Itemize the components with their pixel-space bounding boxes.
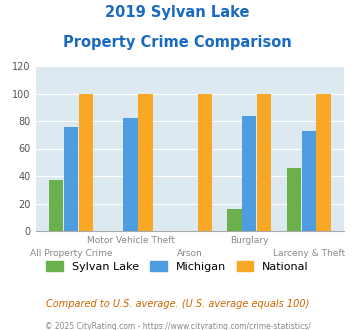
Bar bbox=[138, 93, 153, 231]
Text: 2019 Sylvan Lake: 2019 Sylvan Lake bbox=[105, 5, 250, 20]
Bar bbox=[287, 168, 301, 231]
Text: Property Crime Comparison: Property Crime Comparison bbox=[63, 35, 292, 50]
Bar bbox=[198, 93, 212, 231]
Bar bbox=[124, 118, 138, 231]
Bar bbox=[64, 126, 78, 231]
Text: Compared to U.S. average. (U.S. average equals 100): Compared to U.S. average. (U.S. average … bbox=[46, 299, 309, 309]
Bar bbox=[316, 93, 331, 231]
Text: Burglary: Burglary bbox=[230, 236, 269, 245]
Text: Motor Vehicle Theft: Motor Vehicle Theft bbox=[87, 236, 175, 245]
Bar bbox=[227, 209, 242, 231]
Legend: Sylvan Lake, Michigan, National: Sylvan Lake, Michigan, National bbox=[42, 257, 313, 277]
Bar bbox=[242, 115, 256, 231]
Text: All Property Crime: All Property Crime bbox=[30, 249, 113, 258]
Bar bbox=[257, 93, 271, 231]
Text: © 2025 CityRating.com - https://www.cityrating.com/crime-statistics/: © 2025 CityRating.com - https://www.city… bbox=[45, 322, 310, 330]
Text: Larceny & Theft: Larceny & Theft bbox=[273, 249, 345, 258]
Text: Arson: Arson bbox=[177, 249, 203, 258]
Bar bbox=[302, 131, 316, 231]
Bar bbox=[49, 180, 64, 231]
Bar bbox=[79, 93, 93, 231]
